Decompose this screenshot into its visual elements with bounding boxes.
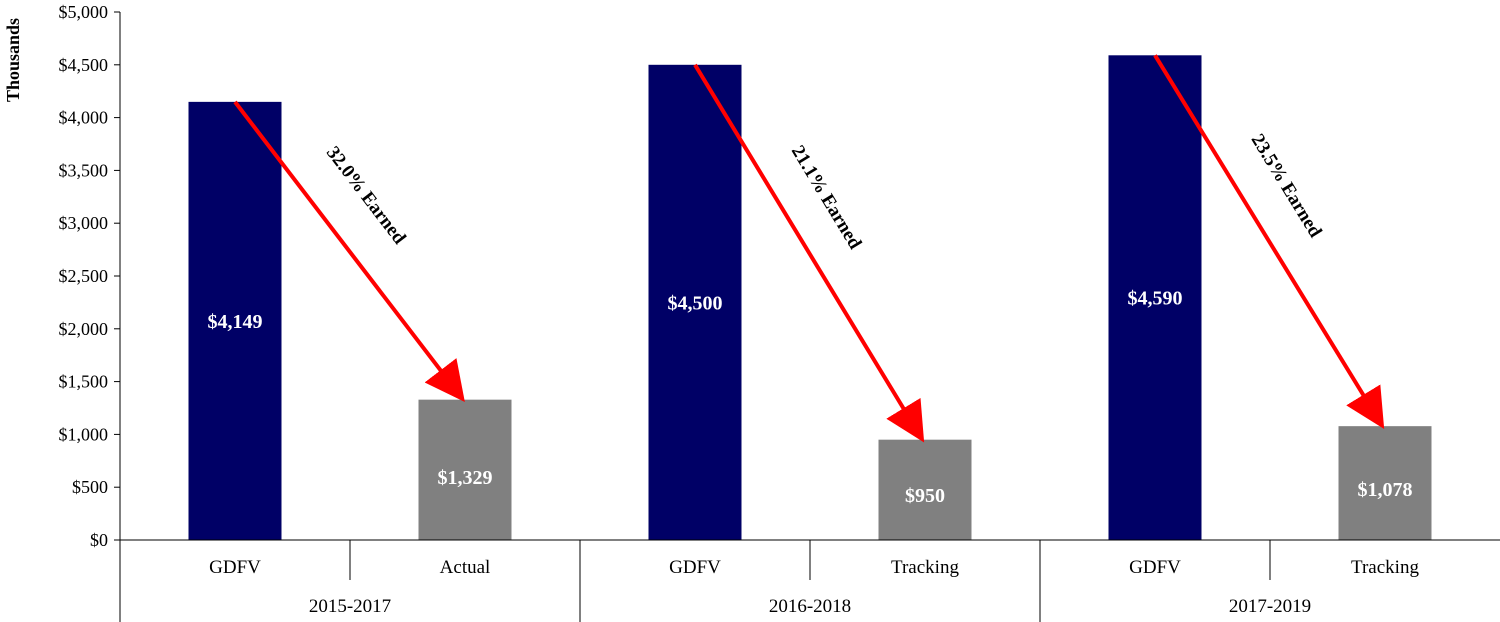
bar xyxy=(188,101,282,540)
y-tick-label: $3,000 xyxy=(59,213,109,233)
category-label: GDFV xyxy=(1129,557,1181,578)
y-tick-label: $4,500 xyxy=(59,55,109,75)
category-label: Tracking xyxy=(891,557,959,578)
category-label: Tracking xyxy=(1351,557,1419,578)
y-tick-label: $500 xyxy=(72,477,108,497)
bar-value-label: $1,329 xyxy=(438,467,493,489)
y-tick-label: $2,500 xyxy=(59,266,109,286)
earned-arrow xyxy=(693,63,925,443)
bar-value-label: $4,149 xyxy=(208,311,263,333)
category-label: GDFV xyxy=(209,557,261,578)
y-tick-label: $0 xyxy=(90,530,108,550)
y-axis: $0 $500 $1,000 $1,500 $2,000 $2,500 $3,000 $3,5… xyxy=(59,2,121,550)
y-tick-label: $3,500 xyxy=(59,160,109,180)
y-tick-label: $1,000 xyxy=(59,424,109,444)
group-label: 2017-2019 xyxy=(1229,596,1311,617)
bar-value-label: $950 xyxy=(905,485,945,507)
earned-arrow xyxy=(1153,54,1385,429)
bar-value-label: $1,078 xyxy=(1358,479,1413,501)
y-tick-label: $5,000 xyxy=(59,2,109,22)
earned-arrow xyxy=(233,100,465,403)
bar xyxy=(878,439,972,540)
group-label: 2016-2018 xyxy=(769,596,851,617)
group-label: 2015-2017 xyxy=(309,596,391,617)
bar xyxy=(1338,426,1432,540)
annotations-layer: 32.0% Earned 21.1% Earned 23.5% Earned xyxy=(233,54,1385,443)
y-tick-label: $1,500 xyxy=(59,372,109,392)
bar-value-label: $4,500 xyxy=(668,292,723,314)
y-axis-title: Thousands xyxy=(3,18,23,102)
x-axis: 2015-2017 GDFV Actual 2016-2018 GDFV Tracking… xyxy=(119,539,1500,622)
y-tick-label: $4,000 xyxy=(59,108,109,128)
bar xyxy=(1108,55,1202,541)
bar-value-label: $4,590 xyxy=(1128,288,1183,310)
category-label: Actual xyxy=(440,557,491,578)
category-label: GDFV xyxy=(669,557,721,578)
bar xyxy=(418,399,512,540)
bars-layer: $4,149 $1,329 $4,500 $950 $4,590 $1,078 xyxy=(188,55,1432,541)
y-tick-label: $2,000 xyxy=(59,319,109,339)
bar xyxy=(648,64,742,541)
